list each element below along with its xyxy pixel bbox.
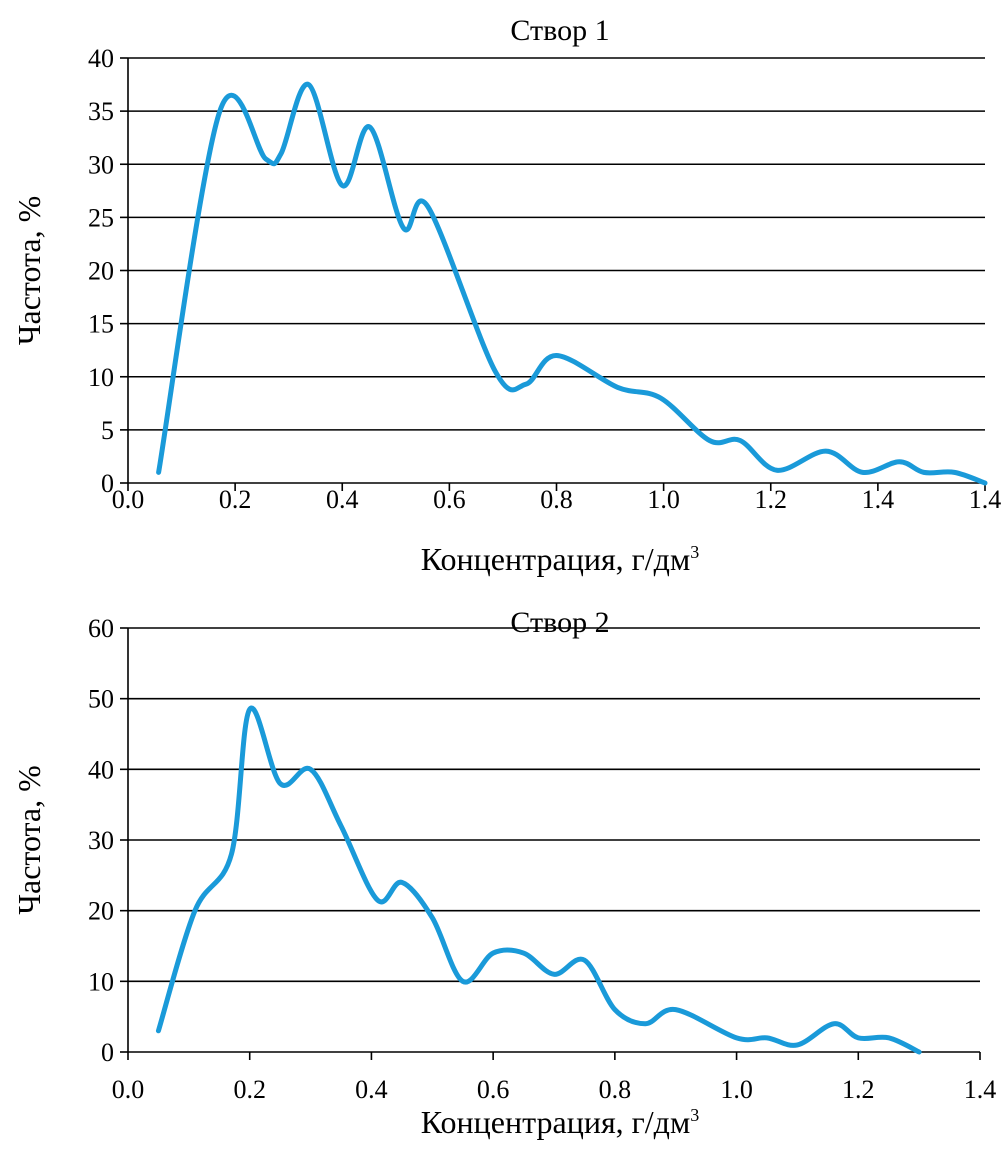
y-tick-label: 30 — [88, 150, 114, 179]
x-tick-label: 1.0 — [720, 1075, 753, 1104]
x-tick-label: 1.4 — [969, 485, 1002, 514]
y-tick-label: 25 — [88, 203, 114, 232]
series-line — [156, 82, 988, 486]
y-tick-label: 15 — [88, 310, 114, 339]
x-axis-label-superscript: 3 — [690, 1105, 699, 1125]
x-tick-label: 0.4 — [326, 485, 359, 514]
x-axis-label-text: Концентрация, г/дм — [421, 1104, 690, 1140]
x-tick-label: 0.8 — [540, 485, 573, 514]
x-axis-label-superscript: 3 — [690, 542, 699, 562]
y-tick-label: 20 — [88, 897, 114, 926]
x-tick-label: 0.4 — [355, 1075, 388, 1104]
y-tick-label: 20 — [88, 257, 114, 286]
x-tick-label: 1.0 — [647, 485, 680, 514]
x-axis-label-text: Концентрация, г/дм — [421, 541, 690, 577]
y-tick-label: 10 — [88, 363, 114, 392]
y-tick-label: 35 — [88, 97, 114, 126]
x-tick-label: 0.0 — [112, 485, 145, 514]
y-tick-label: 30 — [88, 826, 114, 855]
x-tick-label: 1.4 — [964, 1075, 997, 1104]
y-tick-label: 10 — [88, 967, 114, 996]
series-line — [155, 705, 922, 1055]
y-tick-label: 50 — [88, 685, 114, 714]
x-tick-label: 0.6 — [433, 485, 466, 514]
y-tick-label: 40 — [88, 44, 114, 73]
x-axis-label: Концентрация, г/дм3 — [421, 541, 699, 577]
y-tick-label: 60 — [88, 614, 114, 643]
x-tick-label: 0.2 — [219, 485, 252, 514]
y-tick-label: 0 — [101, 469, 114, 498]
chart-title: Створ 2 — [510, 606, 609, 639]
y-axis-label: Частота, % — [11, 765, 47, 915]
chart-panel-2: 0 10 20 30 40 50 60 0.0 0.2 0.4 0.6 0.8 1.0 1.2 1.4 Ств… — [11, 606, 996, 1140]
y-tick-label: 40 — [88, 755, 114, 784]
x-tick-label: 0.2 — [233, 1075, 266, 1104]
x-tick-label: 0.8 — [599, 1075, 632, 1104]
x-tick-label: 1.2 — [842, 1075, 875, 1104]
y-tick-label: 0 — [101, 1038, 114, 1067]
y-tick-label: 5 — [101, 416, 114, 445]
chart-title: Створ 1 — [510, 14, 609, 47]
x-tick-label: 1.4 — [862, 485, 895, 514]
x-tick-label: 1.2 — [755, 485, 788, 514]
x-axis-label: Концентрация, г/дм3 — [421, 1104, 699, 1140]
x-tick-label: 0.0 — [112, 1075, 145, 1104]
y-axis-label: Частота, % — [11, 196, 47, 346]
x-tick-label: 0.6 — [477, 1075, 510, 1104]
chart-panel-1: 0 5 10 15 20 25 30 35 40 0.0 0.2 0.4 0.6 0.8 1.0 1.2 1.4… — [11, 14, 1001, 577]
